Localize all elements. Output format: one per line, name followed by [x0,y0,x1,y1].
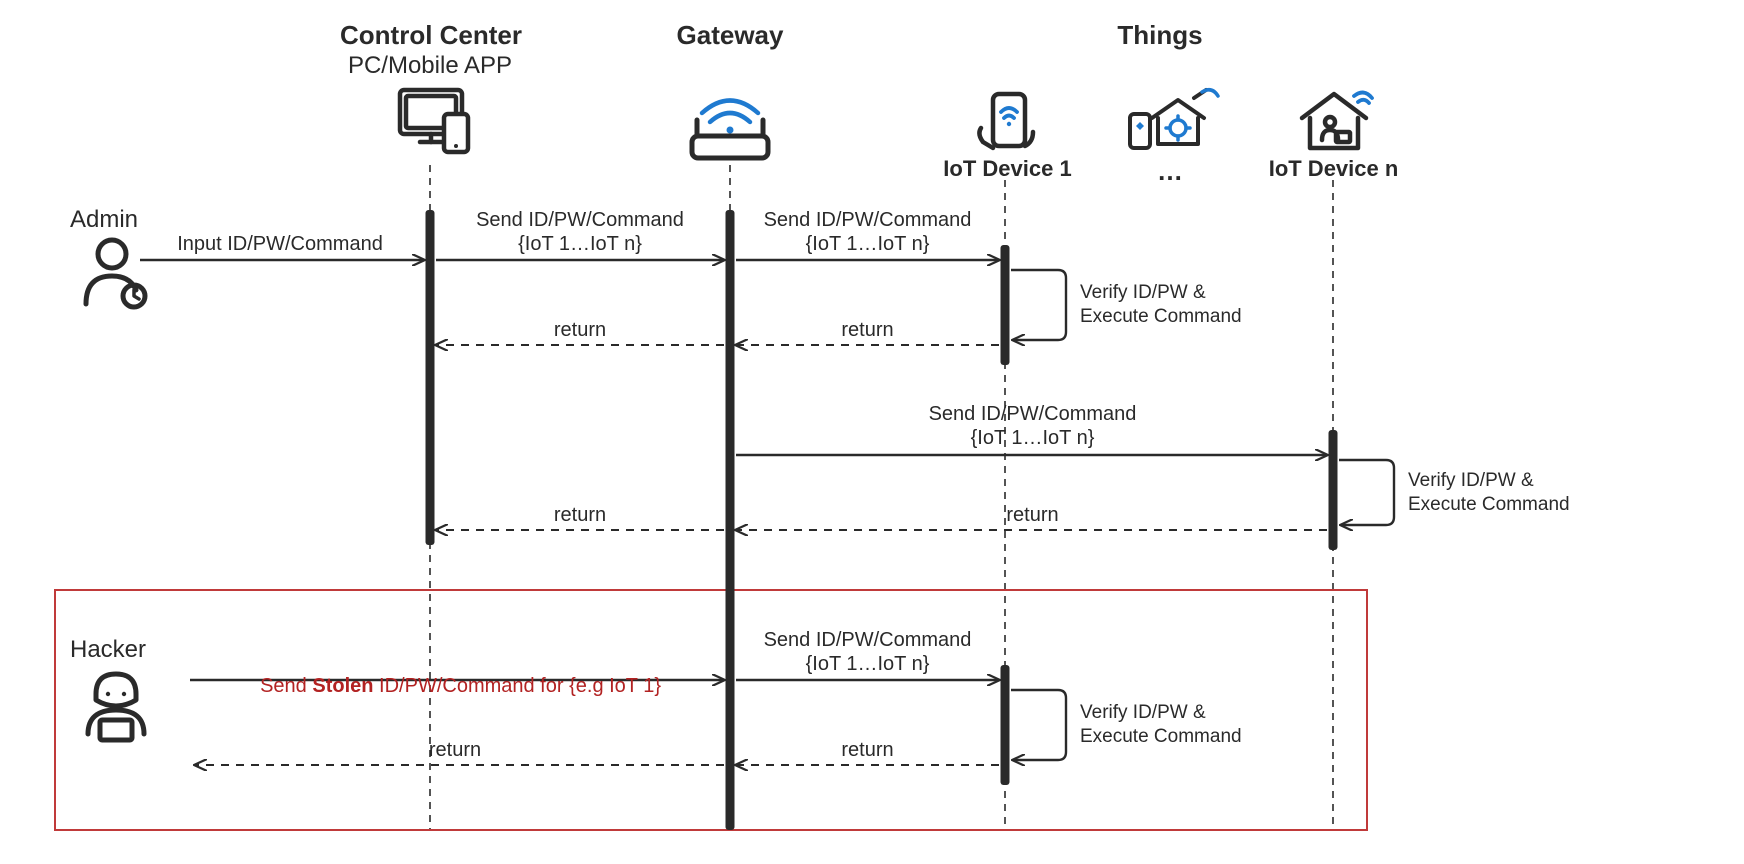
msg-send-3a: Send ID/PW/Command [740,402,1325,426]
msg-send-1b: {IoT 1…IoT n} [445,232,715,256]
control-center-sub: PC/Mobile APP [340,52,520,81]
gateway-icon [692,101,768,159]
return-h1: return [200,738,710,762]
iot1-label: IoT Device 1 [940,156,1075,182]
pc-mobile-icon [400,90,468,152]
msg-send-h2b: {IoT 1…IoT n} [740,652,995,676]
hacker-label: Hacker [70,636,160,665]
verify-1a: Verify ID/PW & [1080,282,1265,305]
msg-send-3b: {IoT 1…IoT n} [740,426,1325,450]
control-center-title: Control Center [340,20,520,51]
admin-label: Admin [70,206,160,235]
dots-label: … [1150,156,1190,187]
things-title: Things [1100,20,1220,51]
verify-2b: Execute Command [1408,494,1593,517]
msg-send-h2a: Send ID/PW/Command [740,628,995,652]
verify-3b: Execute Command [1080,726,1265,749]
return-1: return [445,318,715,342]
hacker-icon [88,674,144,740]
msg-admin-input: Input ID/PW/Command [150,232,410,256]
return-2: return [740,318,995,342]
return-3: return [445,503,715,527]
admin-icon [86,240,145,307]
verify-3a: Verify ID/PW & [1080,702,1265,725]
return-h2: return [740,738,995,762]
msg-send-2b: {IoT 1…IoT n} [740,232,995,256]
iot-device-1-icon [979,94,1033,148]
diagram-canvas: { "type": "sequence-diagram", "canvas": … [0,0,1744,864]
iot-device-n-icon [1302,92,1372,148]
verify-1b: Execute Command [1080,306,1265,329]
verify-2a: Verify ID/PW & [1408,470,1593,493]
hacker-send-msg: Send Stolen ID/PW/Command for {e.g IoT 1… [200,650,710,698]
iotn-label: IoT Device n [1266,156,1401,182]
gateway-title: Gateway [670,20,790,51]
msg-send-1a: Send ID/PW/Command [445,208,715,232]
msg-send-2a: Send ID/PW/Command [740,208,995,232]
return-4: return [740,503,1325,527]
smart-home-icon [1130,90,1218,148]
